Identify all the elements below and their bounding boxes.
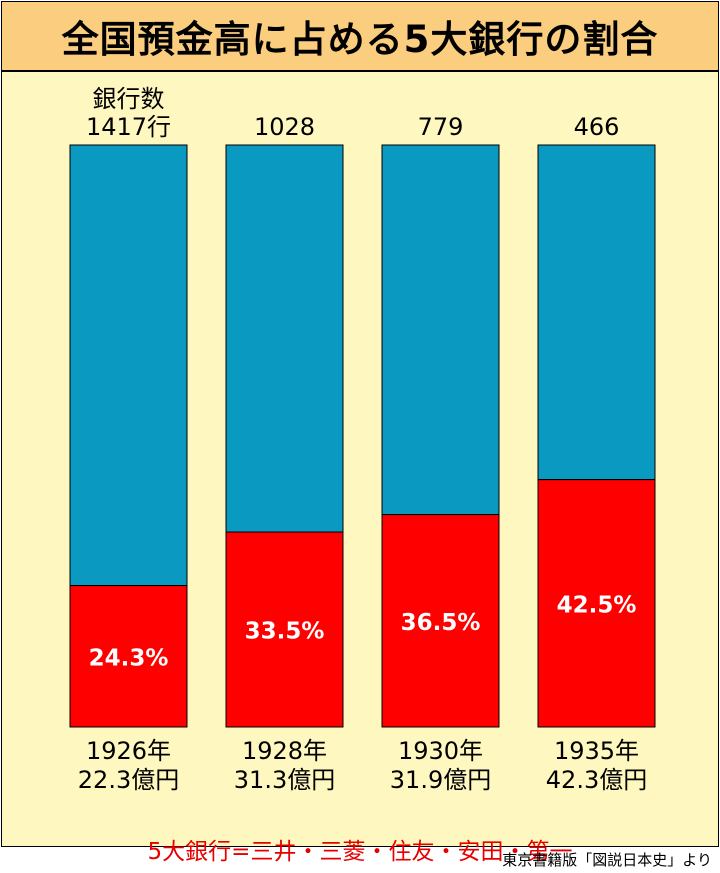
bar-segment-other-banks: [69, 144, 188, 587]
share-data-label: 33.5%: [245, 619, 325, 645]
bar-segment-big5: [537, 479, 656, 728]
year-tick-label: 1926年: [86, 737, 171, 765]
share-data-label: 42.5%: [557, 592, 637, 618]
bank-count-header: 銀行数: [93, 85, 165, 113]
footnote: 5大銀行=三井・三菱・住友・安田・第一: [147, 839, 573, 865]
title-bar: 全国預金高に占める5大銀行の割合: [2, 2, 718, 72]
bar-segment-big5: [381, 514, 500, 728]
bank-count-label: 779: [418, 113, 464, 141]
bank-count-label: 1028: [254, 113, 315, 141]
source-credit: 東京書籍版「図説日本史」より: [502, 851, 712, 869]
bar-segment-other-banks: [225, 144, 344, 533]
year-tick-label: 1935年: [554, 737, 639, 765]
bar-segment-big5: [225, 531, 344, 728]
chart-title: 全国預金高に占める5大銀行の割合: [61, 18, 659, 61]
deposit-total-label: 42.3億円: [546, 766, 647, 794]
bank-count-label: 1417行: [86, 113, 171, 141]
bar-segment-big5: [69, 585, 188, 728]
bar-segment-other-banks: [537, 144, 656, 481]
deposit-total-label: 31.3億円: [234, 766, 335, 794]
share-data-label: 36.5%: [401, 610, 481, 636]
year-tick-label: 1928年: [242, 737, 327, 765]
share-data-label: 24.3%: [89, 645, 169, 671]
deposit-total-label: 22.3億円: [78, 766, 179, 794]
deposit-total-label: 31.9億円: [390, 766, 491, 794]
year-tick-label: 1930年: [398, 737, 483, 765]
bank-count-label: 466: [574, 113, 620, 141]
bar-segment-other-banks: [381, 144, 500, 516]
